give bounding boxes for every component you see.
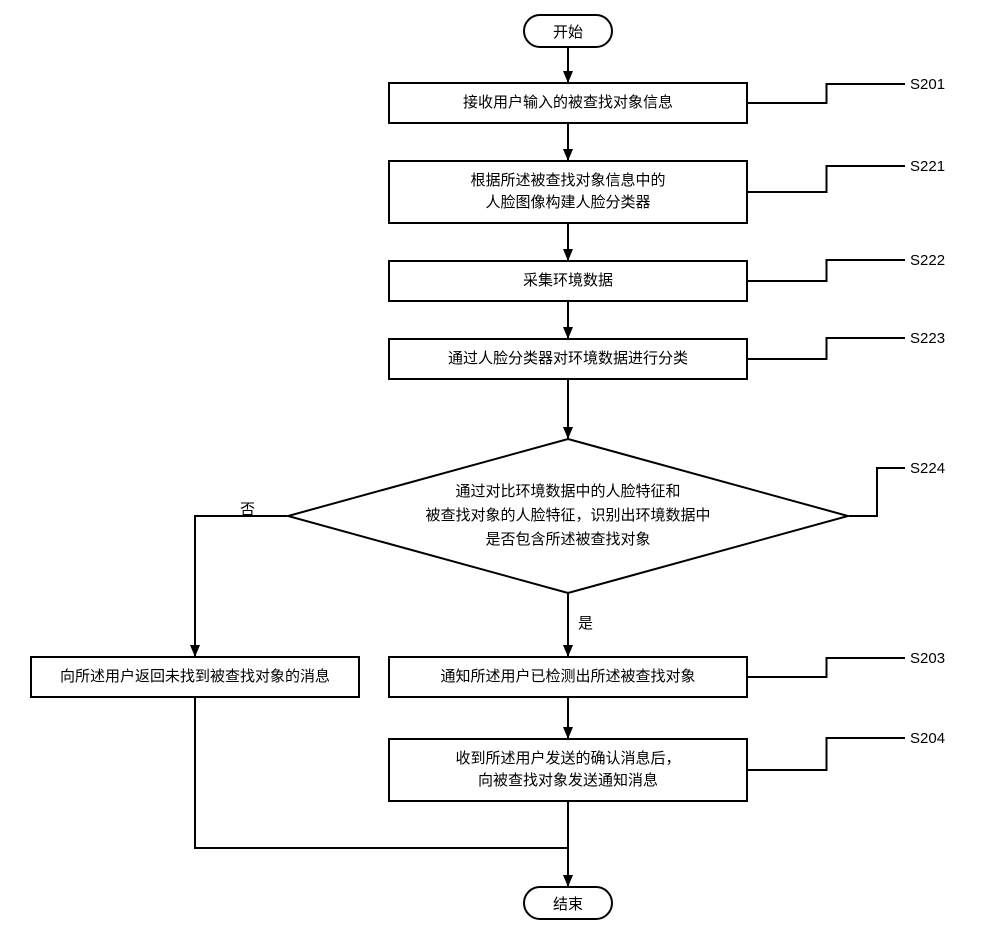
flowchart-canvas: 开始 结束 接收用户输入的被查找对象信息 根据所述被查找对象信息中的 人脸图像构… xyxy=(0,0,1000,930)
callouts xyxy=(0,0,1000,930)
